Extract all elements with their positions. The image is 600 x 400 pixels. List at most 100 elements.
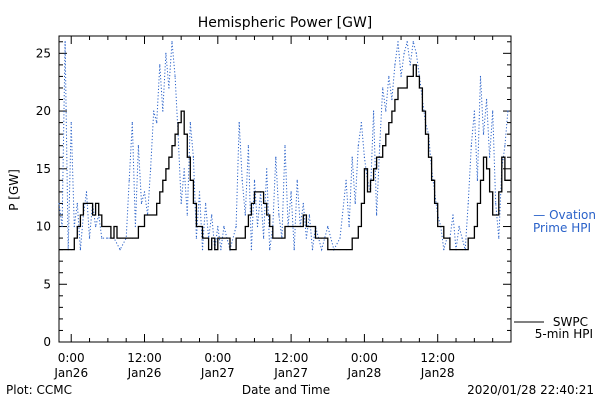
ovation-point bbox=[131, 122, 133, 124]
ovation-point bbox=[504, 145, 506, 147]
timestamp: 2020/01/28 22:40:21 bbox=[467, 383, 594, 397]
swpc-point bbox=[357, 226, 359, 228]
swpc-point bbox=[284, 226, 286, 228]
swpc-point bbox=[449, 249, 451, 251]
swpc-point bbox=[443, 237, 445, 239]
ovation-point bbox=[495, 202, 497, 205]
x-tick-date: Jan27 bbox=[273, 366, 308, 380]
ovation-point bbox=[403, 52, 405, 54]
ovation-point bbox=[119, 249, 121, 251]
ovation-point bbox=[137, 145, 140, 147]
swpc-point bbox=[269, 226, 271, 228]
swpc-point bbox=[89, 202, 91, 204]
ovation-point bbox=[201, 249, 204, 251]
ovation-point bbox=[70, 122, 72, 124]
ovation-point bbox=[211, 214, 213, 216]
swpc-point bbox=[144, 214, 146, 216]
swpc-point bbox=[360, 202, 362, 204]
ovation-point bbox=[461, 237, 463, 239]
y-tick-label: 20 bbox=[36, 104, 51, 118]
ovation-point bbox=[507, 110, 509, 112]
swpc-point bbox=[131, 237, 133, 239]
ovation-point bbox=[348, 225, 350, 228]
ovation-point bbox=[220, 249, 222, 251]
swpc-point bbox=[345, 249, 347, 251]
x-tick-time: 12:00 bbox=[127, 351, 162, 365]
swpc-point bbox=[186, 156, 188, 158]
ovation-point bbox=[351, 156, 353, 158]
swpc-point bbox=[370, 179, 372, 181]
ovation-point bbox=[296, 179, 298, 181]
ovation-point bbox=[406, 41, 408, 43]
ovation-point bbox=[143, 191, 146, 193]
swpc-point bbox=[113, 226, 115, 228]
swpc-point bbox=[70, 249, 72, 251]
ovation-point bbox=[278, 214, 280, 216]
swpc-point bbox=[98, 214, 100, 216]
swpc-point bbox=[391, 110, 393, 112]
ovation-point bbox=[302, 202, 304, 205]
ovation-point bbox=[275, 156, 277, 158]
swpc-point bbox=[229, 249, 231, 251]
swpc-point bbox=[180, 110, 182, 112]
swpc-point bbox=[150, 214, 152, 216]
ovation-point bbox=[308, 214, 311, 216]
chart-title: Hemispheric Power [GW] bbox=[198, 15, 373, 31]
ovation-point bbox=[165, 52, 167, 54]
ovation-point bbox=[217, 225, 219, 228]
swpc-point bbox=[156, 202, 158, 204]
ovation-point bbox=[174, 75, 176, 78]
y-tick-label: 25 bbox=[36, 46, 51, 60]
x-tick-time: 12:00 bbox=[274, 351, 309, 365]
swpc-point bbox=[125, 237, 127, 239]
legend-ovation-prime-hpi: — Ovation Prime HPI bbox=[533, 208, 596, 235]
swpc-point bbox=[437, 226, 439, 228]
ovation-point bbox=[101, 237, 103, 239]
ovation-point bbox=[321, 249, 323, 251]
swpc-point bbox=[189, 179, 191, 181]
ovation-point bbox=[485, 98, 488, 101]
y-tick-label: 5 bbox=[43, 277, 51, 291]
x-tick-date: Jan27 bbox=[200, 366, 235, 380]
swpc-point bbox=[486, 168, 488, 170]
ovation-point bbox=[223, 225, 225, 228]
ovation-point bbox=[345, 179, 347, 181]
legend-swpc-line2: 5-min HPI bbox=[535, 327, 593, 341]
swpc-point bbox=[101, 226, 103, 228]
x-tick-time: 0:00 bbox=[58, 351, 85, 365]
ovation-point bbox=[64, 41, 66, 43]
swpc-point bbox=[110, 237, 112, 239]
swpc-point bbox=[266, 214, 268, 216]
ovation-point bbox=[376, 214, 378, 216]
swpc-point bbox=[489, 191, 491, 193]
swpc-point bbox=[501, 156, 503, 158]
ovation-point bbox=[382, 87, 384, 89]
swpc-point bbox=[421, 110, 423, 112]
swpc-point bbox=[504, 179, 506, 181]
x-tick-time: 12:00 bbox=[420, 351, 455, 365]
swpc-point bbox=[79, 214, 81, 216]
ovation-point bbox=[153, 110, 155, 112]
ovation-point bbox=[241, 179, 243, 181]
ovation-point bbox=[159, 64, 161, 66]
ovation-point bbox=[107, 237, 109, 239]
swpc-point bbox=[418, 87, 420, 89]
swpc-point bbox=[492, 214, 494, 216]
swpc-point bbox=[119, 237, 121, 239]
swpc-point bbox=[177, 122, 179, 124]
ovation-point bbox=[189, 122, 191, 124]
legend-swpc-hpi: SWPC 5-min HPI bbox=[514, 315, 593, 341]
ovation-point bbox=[311, 249, 314, 251]
swpc-point bbox=[397, 87, 399, 89]
swpc-point bbox=[308, 226, 310, 228]
ovation-point bbox=[412, 41, 414, 43]
swpc-point bbox=[208, 249, 210, 251]
swpc-point bbox=[388, 122, 390, 124]
ovation-point bbox=[379, 145, 381, 147]
ovation-point bbox=[415, 52, 417, 54]
ovation-point bbox=[134, 225, 136, 228]
swpc-point bbox=[333, 249, 335, 251]
plot-credit: Plot: CCMC bbox=[6, 383, 72, 397]
ovation-point bbox=[498, 237, 500, 239]
ovation-point bbox=[357, 145, 359, 147]
